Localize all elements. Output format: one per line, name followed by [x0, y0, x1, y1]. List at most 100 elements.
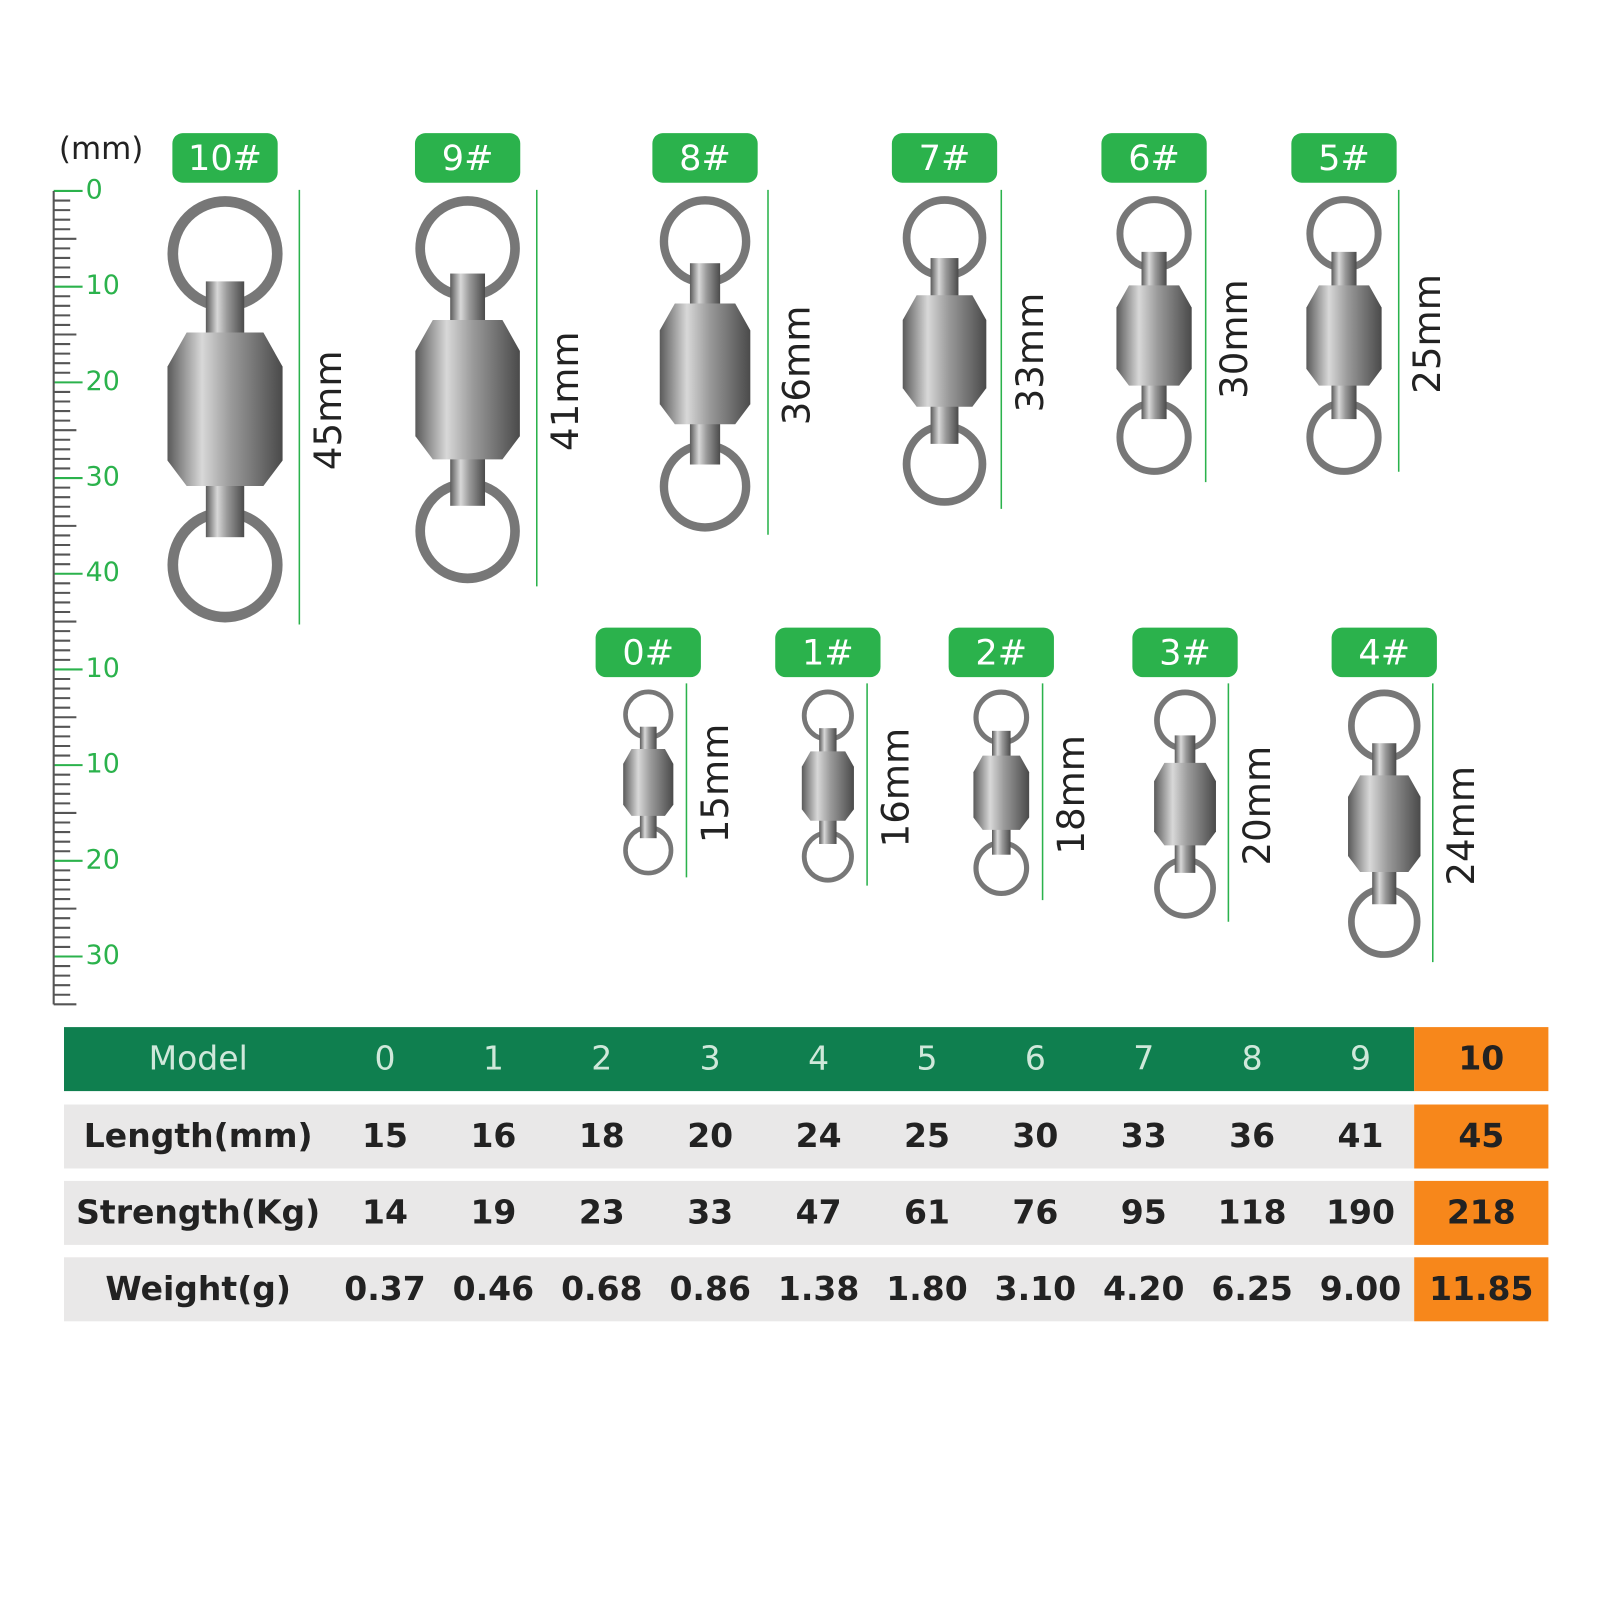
table-header-cell: 6 [1025, 1039, 1046, 1078]
size-tag-text: 9# [442, 138, 494, 179]
table-cell: 95 [1121, 1192, 1167, 1231]
ruler-label: 30 [86, 940, 120, 971]
swivel [415, 196, 520, 584]
ruler-label: 40 [86, 557, 120, 588]
barrel [801, 751, 854, 821]
barrel [1306, 285, 1382, 386]
swivel [973, 689, 1030, 896]
table-cell: 0.68 [561, 1269, 642, 1308]
table-cell: 0.46 [453, 1269, 534, 1308]
table-row-bg [64, 1257, 1415, 1322]
table-cell: 20 [687, 1116, 733, 1155]
barrel [1154, 762, 1216, 846]
table-header-cell: 10 [1458, 1039, 1504, 1078]
length-label: 41mm [544, 331, 587, 451]
table-row-bg [64, 1104, 1415, 1169]
table-cell: 33 [687, 1192, 733, 1231]
length-label: 30mm [1213, 279, 1256, 399]
size-tag [595, 627, 701, 678]
table-cell: 76 [1012, 1192, 1058, 1231]
size-tag [1101, 133, 1207, 183]
table-cell: 190 [1326, 1192, 1395, 1231]
table-cell: 23 [579, 1192, 625, 1231]
table-cell: 14 [362, 1192, 408, 1231]
swivel [659, 196, 751, 532]
ruler-label: 20 [86, 844, 120, 875]
table-cell: 24 [796, 1116, 842, 1155]
barrel [623, 749, 674, 816]
size-tag [652, 133, 758, 183]
table-cell: 1.38 [778, 1269, 859, 1308]
ruler-label: 10 [86, 653, 120, 684]
table-header-cell: 1 [483, 1039, 504, 1078]
size-tag [948, 627, 1054, 678]
size-tag-text: 1# [802, 632, 854, 673]
table-cell: 0.37 [344, 1269, 425, 1308]
ruler-label: 10 [86, 749, 120, 780]
table-cell: 218 [1447, 1192, 1516, 1231]
barrel [902, 295, 987, 407]
table-cell: 4.20 [1103, 1269, 1184, 1308]
ruler-label: 30 [86, 462, 120, 493]
size-tag-text: 4# [1358, 632, 1410, 673]
length-label: 33mm [1009, 293, 1052, 413]
swivel [167, 196, 283, 623]
length-label: 25mm [1406, 274, 1449, 394]
table-cell: 33 [1121, 1116, 1167, 1155]
ruler-label: 10 [86, 270, 120, 301]
table-header-cell: Model [149, 1039, 248, 1078]
table-cell: 11.85 [1429, 1269, 1533, 1308]
table-cell: Weight(g) [105, 1269, 291, 1308]
highlight-header [1414, 1027, 1549, 1092]
table-cell: 118 [1218, 1192, 1287, 1231]
size-tag [1132, 627, 1238, 678]
size-tag [414, 133, 521, 183]
size-tag [775, 627, 881, 678]
length-label: 20mm [1236, 746, 1279, 866]
size-tag [172, 133, 278, 183]
table-cell: 3.10 [995, 1269, 1076, 1308]
highlight-cell [1414, 1257, 1549, 1322]
size-tag-text: 3# [1159, 632, 1211, 673]
table-header-cell: 8 [1242, 1039, 1263, 1078]
length-label: 15mm [694, 724, 737, 844]
swivel [1116, 196, 1192, 475]
size-tag-text: 6# [1128, 138, 1180, 179]
table-header-cell: 5 [916, 1039, 937, 1078]
barrel [973, 755, 1030, 830]
table-cell: 19 [470, 1192, 516, 1231]
size-tag [1331, 627, 1437, 678]
table-header-cell: 3 [700, 1039, 721, 1078]
table-row-bg [64, 1180, 1415, 1245]
table-header-cell: 0 [375, 1039, 396, 1078]
barrel [167, 332, 283, 487]
table-header-bg [64, 1027, 1415, 1092]
ruler-label: 0 [86, 174, 103, 205]
highlight-cell [1414, 1180, 1549, 1245]
highlight-cell [1414, 1104, 1549, 1169]
table-cell: Strength(Kg) [76, 1192, 320, 1231]
swivel [1348, 689, 1421, 958]
table-cell: 36 [1229, 1116, 1275, 1155]
size-tag [891, 133, 998, 183]
table-cell: 45 [1458, 1116, 1504, 1155]
length-label: 45mm [307, 350, 350, 470]
size-tag [1291, 133, 1397, 183]
swivel [1154, 689, 1216, 919]
ruler-label: 20 [86, 366, 120, 397]
table-cell: 0.86 [669, 1269, 750, 1308]
length-label: 18mm [1050, 735, 1093, 855]
swivel [623, 689, 674, 876]
swivel [801, 689, 854, 883]
size-tag-text: 5# [1318, 138, 1370, 179]
table-cell: 15 [362, 1116, 408, 1155]
table-cell: 18 [579, 1116, 625, 1155]
unit-label: (mm) [59, 131, 143, 167]
size-tag-text: 2# [975, 632, 1027, 673]
length-label: 24mm [1440, 766, 1483, 886]
table-header-cell: 2 [591, 1039, 612, 1078]
table-cell: 6.25 [1211, 1269, 1292, 1308]
table-cell: 41 [1338, 1116, 1384, 1155]
length-label: 16mm [875, 728, 918, 848]
table-cell: 1.80 [886, 1269, 967, 1308]
